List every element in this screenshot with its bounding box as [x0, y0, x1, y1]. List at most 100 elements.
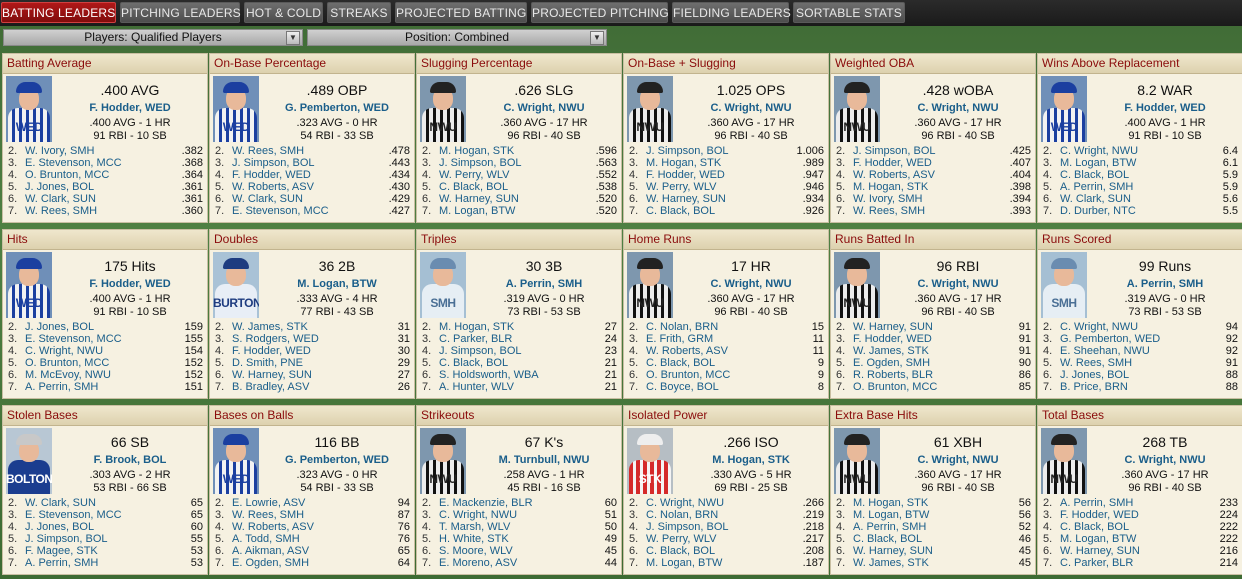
player-name-link[interactable]: J. Simpson, BOL — [646, 521, 729, 533]
player-name-link[interactable]: C. Wright, NWU — [1060, 145, 1139, 157]
players-filter-dropdown[interactable]: Players: Qualified Players ▼ — [3, 29, 303, 46]
player-photo[interactable]: WED — [6, 76, 52, 142]
player-name-link[interactable]: W. Roberts, ASV — [232, 181, 314, 193]
player-photo[interactable]: NWU — [420, 76, 466, 142]
player-name-link[interactable]: E. Lowrie, ASV — [232, 497, 306, 509]
chevron-down-icon[interactable]: ▼ — [590, 31, 604, 45]
player-name-link[interactable]: F. Hodder, WED — [646, 169, 725, 181]
leader-name-link[interactable]: G. Pemberton, WED — [285, 454, 389, 466]
leader-name-link[interactable]: G. Pemberton, WED — [285, 102, 389, 114]
player-name-link[interactable]: O. Brunton, MCC — [25, 357, 110, 369]
player-name-link[interactable]: C. Wright, NWU — [25, 345, 104, 357]
player-name-link[interactable]: M. Hogan, STK — [853, 181, 929, 193]
player-name-link[interactable]: W. Roberts, ASV — [232, 521, 314, 533]
player-name-link[interactable]: R. Roberts, BLR — [853, 369, 934, 381]
leader-name-link[interactable]: F. Hodder, WED — [1124, 102, 1206, 114]
player-name-link[interactable]: A. Perrin, SMH — [25, 557, 99, 569]
tab-hot-cold[interactable]: HOT & COLD — [244, 2, 323, 23]
player-name-link[interactable]: E. Stevenson, MCC — [232, 205, 329, 217]
player-name-link[interactable]: W. Clark, SUN — [1060, 193, 1131, 205]
player-name-link[interactable]: M. Logan, BTW — [1060, 533, 1137, 545]
player-name-link[interactable]: W. Harney, SUN — [439, 193, 519, 205]
player-name-link[interactable]: W. Harney, SUN — [232, 369, 312, 381]
player-name-link[interactable]: J. Simpson, BOL — [853, 145, 936, 157]
player-photo[interactable]: NWU — [1041, 428, 1087, 494]
leader-name-link[interactable]: C. Wright, NWU — [917, 454, 999, 466]
player-name-link[interactable]: J. Jones, BOL — [25, 181, 95, 193]
player-name-link[interactable]: O. Brunton, MCC — [25, 169, 110, 181]
player-name-link[interactable]: W. Clark, SUN — [25, 497, 96, 509]
leader-name-link[interactable]: C. Wright, NWU — [710, 278, 792, 290]
leader-name-link[interactable]: C. Wright, NWU — [917, 278, 999, 290]
player-name-link[interactable]: W. Ivory, SMH — [853, 193, 923, 205]
tab-sortable-stats[interactable]: SORTABLE STATS — [793, 2, 905, 23]
leader-name-link[interactable]: M. Logan, BTW — [297, 278, 377, 290]
player-name-link[interactable]: J. Jones, BOL — [25, 321, 95, 333]
player-name-link[interactable]: A. Todd, SMH — [232, 533, 300, 545]
player-name-link[interactable]: W. James, STK — [853, 557, 929, 569]
player-name-link[interactable]: W. Harney, SUN — [646, 193, 726, 205]
player-photo[interactable]: SMH — [1041, 252, 1087, 318]
player-name-link[interactable]: F. Magee, STK — [25, 545, 98, 557]
player-photo[interactable]: SMH — [420, 252, 466, 318]
player-name-link[interactable]: W. Perry, WLV — [439, 169, 510, 181]
player-name-link[interactable]: G. Pemberton, WED — [1060, 333, 1161, 345]
player-name-link[interactable]: C. Wright, NWU — [646, 497, 725, 509]
player-name-link[interactable]: J. Simpson, BOL — [646, 145, 729, 157]
player-name-link[interactable]: M. McEvoy, NWU — [25, 369, 111, 381]
player-name-link[interactable]: A. Perrin, SMH — [1060, 497, 1134, 509]
player-name-link[interactable]: F. Hodder, WED — [232, 345, 311, 357]
tab-fielding-leaders[interactable]: FIELDING LEADERS — [672, 2, 791, 23]
tab-pitching-leaders[interactable]: PITCHING LEADERS — [120, 2, 241, 23]
player-name-link[interactable]: C. Parker, BLR — [1060, 557, 1134, 569]
player-name-link[interactable]: C. Black, BOL — [1060, 521, 1130, 533]
player-name-link[interactable]: M. Logan, BTW — [439, 205, 516, 217]
player-name-link[interactable]: A. Perrin, SMH — [1060, 181, 1134, 193]
leader-name-link[interactable]: M. Hogan, STK — [712, 454, 790, 466]
player-photo[interactable]: WED — [1041, 76, 1087, 142]
player-name-link[interactable]: D. Durber, NTC — [1060, 205, 1136, 217]
leader-name-link[interactable]: C. Wright, NWU — [917, 102, 999, 114]
player-name-link[interactable]: B. Price, BRN — [1060, 381, 1128, 393]
player-name-link[interactable]: J. Simpson, BOL — [439, 157, 522, 169]
player-name-link[interactable]: F. Hodder, WED — [1060, 509, 1139, 521]
player-photo[interactable]: NWU — [834, 76, 880, 142]
player-name-link[interactable]: C. Nolan, BRN — [646, 509, 719, 521]
player-name-link[interactable]: E. Stevenson, MCC — [25, 509, 122, 521]
player-name-link[interactable]: W. James, STK — [853, 345, 929, 357]
player-name-link[interactable]: W. Rees, SMH — [853, 205, 926, 217]
player-name-link[interactable]: W. Perry, WLV — [646, 181, 717, 193]
player-name-link[interactable]: C. Black, BOL — [853, 533, 923, 545]
player-name-link[interactable]: F. Hodder, WED — [853, 157, 932, 169]
player-name-link[interactable]: A. Aikman, ASV — [232, 545, 310, 557]
player-name-link[interactable]: F. Hodder, WED — [853, 333, 932, 345]
player-name-link[interactable]: B. Bradley, ASV — [232, 381, 310, 393]
player-name-link[interactable]: W. Clark, SUN — [25, 193, 96, 205]
player-name-link[interactable]: C. Black, BOL — [1060, 169, 1130, 181]
player-photo[interactable]: NWU — [627, 76, 673, 142]
player-name-link[interactable]: E. Stevenson, MCC — [25, 157, 122, 169]
player-name-link[interactable]: H. White, STK — [439, 533, 509, 545]
player-name-link[interactable]: C. Nolan, BRN — [646, 321, 719, 333]
player-photo[interactable]: WED — [6, 252, 52, 318]
player-name-link[interactable]: C. Black, BOL — [646, 357, 716, 369]
player-name-link[interactable]: E. Sheehan, NWU — [1060, 345, 1150, 357]
player-photo[interactable]: NWU — [834, 252, 880, 318]
player-name-link[interactable]: E. Stevenson, MCC — [25, 333, 122, 345]
leader-name-link[interactable]: C. Wright, NWU — [503, 102, 585, 114]
player-name-link[interactable]: J. Simpson, BOL — [25, 533, 108, 545]
leader-name-link[interactable]: A. Perrin, SMH — [1126, 278, 1204, 290]
tab-projected-batting[interactable]: PROJECTED BATTING — [395, 2, 527, 23]
player-photo[interactable]: STK — [627, 428, 673, 494]
player-photo[interactable]: NWU — [627, 252, 673, 318]
player-name-link[interactable]: E. Ogden, SMH — [232, 557, 310, 569]
leader-name-link[interactable]: C. Wright, NWU — [710, 102, 792, 114]
player-name-link[interactable]: F. Hodder, WED — [232, 169, 311, 181]
tab-projected-pitching[interactable]: PROJECTED PITCHING — [531, 2, 669, 23]
player-name-link[interactable]: A. Perrin, SMH — [25, 381, 99, 393]
player-name-link[interactable]: J. Simpson, BOL — [439, 345, 522, 357]
player-name-link[interactable]: W. Roberts, ASV — [853, 169, 935, 181]
player-photo[interactable]: WED — [213, 428, 259, 494]
player-name-link[interactable]: W. Perry, WLV — [646, 533, 717, 545]
player-name-link[interactable]: M. Logan, BTW — [646, 557, 723, 569]
